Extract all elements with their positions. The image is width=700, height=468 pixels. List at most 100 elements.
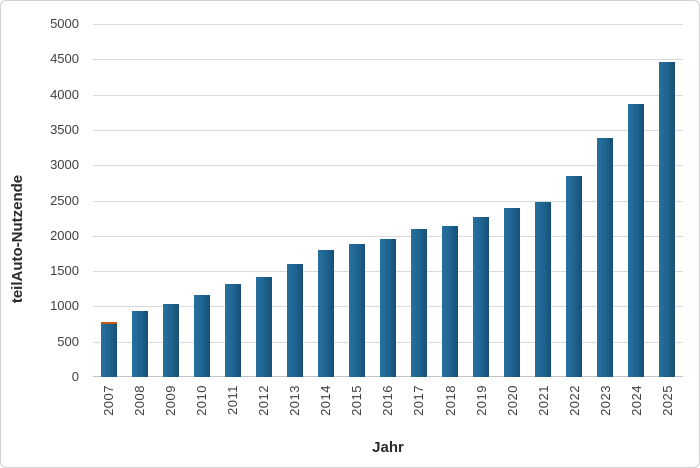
xtick-label-2007: 2007 bbox=[101, 385, 117, 416]
bar-2011 bbox=[224, 284, 241, 377]
bar-slot-2010 bbox=[186, 24, 217, 377]
bar-slot-2012 bbox=[248, 24, 279, 377]
xlabel-slot-2021: 2021 bbox=[528, 385, 559, 427]
xlabel-slot-2025: 2025 bbox=[652, 385, 683, 427]
bar-2012 bbox=[255, 277, 272, 377]
bar-2018 bbox=[442, 226, 459, 377]
xtick-label-2018: 2018 bbox=[442, 385, 458, 416]
bar-slot-2017 bbox=[403, 24, 434, 377]
y-axis-tick-labels: 0 500 1000 1500 2000 2500 3000 3500 4000 4500 5000 bbox=[1, 1, 79, 467]
xlabel-slot-2014: 2014 bbox=[310, 385, 341, 427]
bar-2023 bbox=[597, 138, 614, 377]
bar-slot-2009 bbox=[155, 24, 186, 377]
bar-2010 bbox=[193, 295, 210, 377]
xtick-label-2010: 2010 bbox=[194, 385, 210, 416]
xtick-label-2025: 2025 bbox=[659, 385, 675, 416]
xlabel-slot-2020: 2020 bbox=[497, 385, 528, 427]
bar-2007 bbox=[100, 322, 117, 377]
bar-2019 bbox=[473, 217, 490, 377]
xlabel-slot-2011: 2011 bbox=[217, 385, 248, 427]
xlabel-slot-2009: 2009 bbox=[155, 385, 186, 427]
bar-2013 bbox=[286, 264, 303, 377]
gridline-5000 bbox=[93, 24, 683, 25]
x-axis-tick-labels: 2007 2008 2009 2010 2011 2012 2013 2014 2015 2016… bbox=[93, 385, 683, 427]
ytick-label-4500: 4500 bbox=[50, 51, 79, 67]
bar-slot-2015 bbox=[341, 24, 372, 377]
bar-2008 bbox=[131, 311, 148, 377]
orange-cap-segment bbox=[100, 322, 117, 324]
xtick-label-2024: 2024 bbox=[628, 385, 644, 416]
bar-slot-2013 bbox=[279, 24, 310, 377]
ytick-label-2000: 2000 bbox=[50, 227, 79, 243]
bar-slot-2018 bbox=[435, 24, 466, 377]
bar-2024 bbox=[628, 104, 645, 377]
bar-2022 bbox=[566, 176, 583, 377]
xlabel-slot-2019: 2019 bbox=[466, 385, 497, 427]
xtick-label-2011: 2011 bbox=[225, 385, 241, 415]
bar-slot-2023 bbox=[590, 24, 621, 377]
bar-2021 bbox=[535, 202, 552, 377]
xtick-label-2020: 2020 bbox=[504, 385, 520, 416]
xlabel-slot-2013: 2013 bbox=[279, 385, 310, 427]
bar-series bbox=[93, 24, 683, 377]
ytick-label-1000: 1000 bbox=[50, 298, 79, 314]
ytick-label-2500: 2500 bbox=[50, 192, 79, 208]
plot-area bbox=[93, 24, 683, 377]
ytick-label-0: 0 bbox=[71, 369, 79, 384]
bar-2014 bbox=[317, 250, 334, 377]
bar-slot-2022 bbox=[559, 24, 590, 377]
xlabel-slot-2016: 2016 bbox=[372, 385, 403, 427]
gridline-3500 bbox=[93, 129, 683, 131]
ytick-label-4000: 4000 bbox=[50, 86, 79, 102]
gridline-4000 bbox=[93, 94, 683, 96]
ytick-label-5000: 5000 bbox=[50, 16, 79, 31]
bar-slot-2011 bbox=[217, 24, 248, 377]
bar-slot-2024 bbox=[621, 24, 652, 377]
xtick-label-2022: 2022 bbox=[566, 385, 582, 416]
bar-2015 bbox=[348, 244, 365, 377]
xtick-label-2012: 2012 bbox=[256, 385, 272, 416]
bar-slot-2019 bbox=[466, 24, 497, 377]
gridline-3000 bbox=[93, 165, 683, 167]
gridline-2000 bbox=[93, 235, 683, 237]
bar-2009 bbox=[162, 304, 179, 377]
xtick-label-2014: 2014 bbox=[318, 385, 334, 416]
xlabel-slot-2023: 2023 bbox=[590, 385, 621, 427]
bar-slot-2014 bbox=[310, 24, 341, 377]
gridline-2500 bbox=[93, 200, 683, 202]
xlabel-slot-2018: 2018 bbox=[435, 385, 466, 427]
ytick-label-3500: 3500 bbox=[50, 121, 79, 137]
xtick-label-2015: 2015 bbox=[349, 385, 365, 416]
xlabel-slot-2022: 2022 bbox=[559, 385, 590, 427]
bar-slot-2021 bbox=[528, 24, 559, 377]
bar-slot-2007 bbox=[93, 24, 124, 377]
ytick-label-3000: 3000 bbox=[50, 157, 79, 173]
xlabel-slot-2024: 2024 bbox=[621, 385, 652, 427]
bar-2016 bbox=[379, 239, 396, 377]
ytick-label-500: 500 bbox=[57, 333, 79, 349]
xtick-label-2008: 2008 bbox=[132, 385, 148, 416]
xtick-label-2019: 2019 bbox=[473, 385, 489, 416]
xlabel-slot-2010: 2010 bbox=[186, 385, 217, 427]
ytick-label-1500: 1500 bbox=[50, 263, 79, 279]
xtick-label-2023: 2023 bbox=[597, 385, 613, 416]
xlabel-slot-2015: 2015 bbox=[341, 385, 372, 427]
x-axis-title: Jahr bbox=[372, 439, 404, 456]
bar-slot-2016 bbox=[372, 24, 403, 377]
gridline-4500 bbox=[93, 59, 683, 61]
xtick-label-2009: 2009 bbox=[163, 385, 179, 416]
bar-slot-2008 bbox=[124, 24, 155, 377]
xtick-label-2013: 2013 bbox=[287, 385, 303, 416]
xlabel-slot-2017: 2017 bbox=[403, 385, 434, 427]
xtick-label-2017: 2017 bbox=[411, 385, 427, 416]
bar-2020 bbox=[504, 208, 521, 377]
xtick-label-2021: 2021 bbox=[535, 385, 551, 416]
bar-2025 bbox=[659, 62, 676, 377]
bar-slot-2025 bbox=[652, 24, 683, 377]
xlabel-slot-2008: 2008 bbox=[124, 385, 155, 427]
bar-2017 bbox=[410, 229, 427, 377]
xlabel-slot-2007: 2007 bbox=[93, 385, 124, 427]
xtick-label-2016: 2016 bbox=[380, 385, 396, 416]
bar-slot-2020 bbox=[497, 24, 528, 377]
